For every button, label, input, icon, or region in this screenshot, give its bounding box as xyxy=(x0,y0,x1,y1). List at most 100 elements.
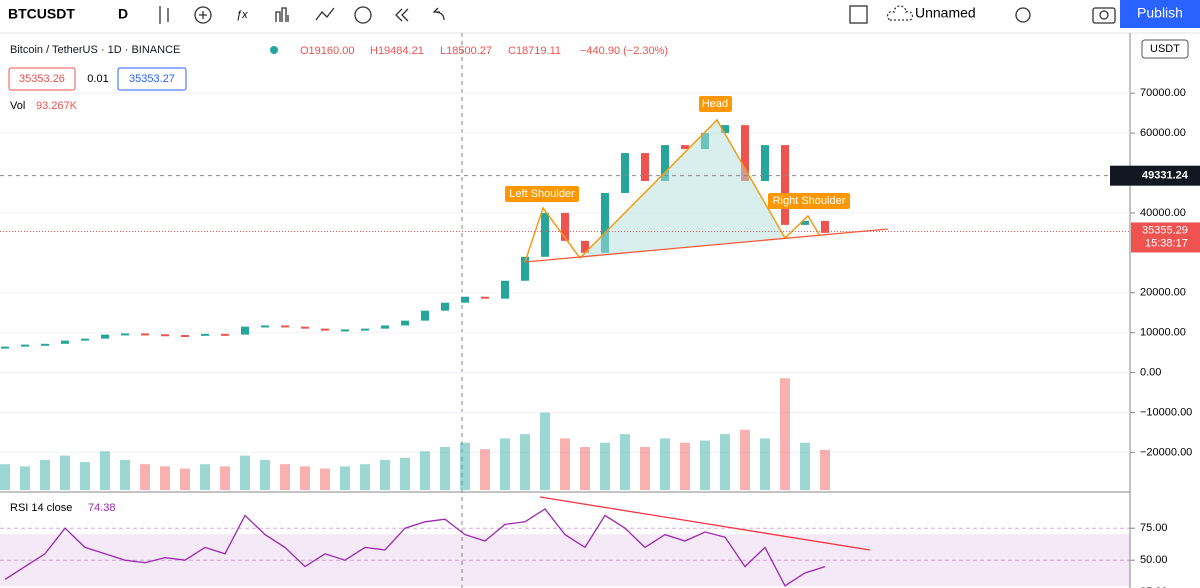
volume-bar xyxy=(480,449,490,490)
y-tick-label: 10000.00 xyxy=(1140,327,1186,339)
volume-bar xyxy=(260,459,270,490)
ohlc: C18719.11 xyxy=(508,45,561,57)
rsi-band xyxy=(0,534,1130,587)
volume-bar xyxy=(740,429,750,490)
candle xyxy=(61,340,69,344)
neckline xyxy=(524,228,889,263)
candle xyxy=(81,338,89,341)
volume-bar xyxy=(280,464,290,490)
volume-bar xyxy=(600,442,610,490)
volume-bar xyxy=(520,434,530,490)
volume-bar xyxy=(760,438,770,490)
candle xyxy=(741,125,749,181)
y-tick-label: −20000.00 xyxy=(1140,446,1192,458)
candle xyxy=(581,240,589,253)
candle xyxy=(481,296,489,299)
volume-bar xyxy=(780,378,790,490)
candle xyxy=(761,145,769,181)
volume-bar xyxy=(0,464,10,490)
candle xyxy=(161,334,169,337)
volume-bar xyxy=(320,468,330,490)
fx-icon[interactable]: ƒx xyxy=(236,9,248,21)
volume-bar xyxy=(360,464,370,490)
volume-bar xyxy=(420,451,430,490)
volume-bar xyxy=(580,447,590,490)
layout-name[interactable]: Unnamed xyxy=(915,5,976,21)
publish-button[interactable] xyxy=(1120,0,1200,28)
vol-value: 93.267K xyxy=(36,100,78,112)
volume-bar xyxy=(200,464,210,490)
candle xyxy=(341,329,349,332)
candle xyxy=(101,334,109,339)
volume-bar xyxy=(820,449,830,490)
label-box xyxy=(505,186,579,202)
rsi-pane xyxy=(0,493,1130,588)
symbol[interactable]: BTCUSDT xyxy=(8,6,75,22)
publish-label[interactable]: Publish xyxy=(1137,5,1183,21)
label-box xyxy=(768,193,850,209)
y-tick-label: 50.00 xyxy=(1140,554,1168,566)
candle xyxy=(241,326,249,335)
ohlc: L18500.27 xyxy=(440,45,492,57)
y-tick-label: 0.00 xyxy=(1140,366,1161,378)
pattern-line xyxy=(524,118,821,263)
candle xyxy=(501,280,509,299)
candle xyxy=(321,328,329,331)
y-tick-label: −10000.00 xyxy=(1140,406,1192,418)
spread: 0.01 xyxy=(87,73,108,85)
candle xyxy=(461,296,469,303)
volume-bar xyxy=(80,462,90,490)
interval[interactable]: D xyxy=(118,6,128,22)
candle xyxy=(561,212,569,241)
candle xyxy=(681,145,689,150)
currency[interactable]: USDT xyxy=(1150,43,1180,55)
candle xyxy=(641,153,649,181)
rsi-line xyxy=(4,508,826,587)
ohlc: O19160.00 xyxy=(300,45,354,57)
candle xyxy=(121,333,129,336)
candle xyxy=(261,325,269,328)
rsi-value: 74.38 xyxy=(88,502,116,514)
volume-bar xyxy=(680,442,690,490)
volume-bar xyxy=(160,466,170,490)
candle xyxy=(441,302,449,311)
toolbar-icons xyxy=(159,5,1116,24)
last-price-label: 35355.29 xyxy=(1142,224,1188,236)
candle xyxy=(181,335,189,338)
annotation: Head xyxy=(702,98,728,110)
candle xyxy=(521,256,529,281)
volume-bar xyxy=(60,455,70,490)
candle xyxy=(381,325,389,329)
volume-bar xyxy=(100,451,110,490)
y-tick-label: 60000.00 xyxy=(1140,127,1186,139)
candle xyxy=(41,343,49,346)
volume-bar xyxy=(500,438,510,490)
vol-label: Vol xyxy=(10,100,25,112)
candle xyxy=(281,325,289,328)
volume-bar xyxy=(660,438,670,490)
volume-bar xyxy=(120,459,130,490)
candle xyxy=(541,212,549,257)
volume-bar xyxy=(180,468,190,490)
candle xyxy=(401,320,409,326)
y-tick-label: 20000.00 xyxy=(1140,287,1186,299)
ohlc: H19484.21 xyxy=(370,45,424,57)
bid-box[interactable] xyxy=(8,67,76,91)
volume-bar xyxy=(340,466,350,490)
legend-title: Bitcoin / TetherUS · 1D · BINANCE xyxy=(10,44,180,56)
volume-bar xyxy=(220,466,230,490)
candle xyxy=(621,153,629,193)
candle xyxy=(661,145,669,181)
currency-box[interactable] xyxy=(1141,39,1189,59)
volume-bar xyxy=(300,466,310,490)
bid[interactable]: 35353.26 xyxy=(19,73,65,85)
ask-box[interactable] xyxy=(117,67,187,91)
annotation: Right Shoulder xyxy=(773,195,846,207)
y-tick-label: 75.00 xyxy=(1140,522,1168,534)
rsi-label: RSI 14 close xyxy=(10,502,72,514)
y-tick-label: 40000.00 xyxy=(1140,207,1186,219)
candle xyxy=(221,333,229,336)
ask[interactable]: 35353.27 xyxy=(129,73,175,85)
